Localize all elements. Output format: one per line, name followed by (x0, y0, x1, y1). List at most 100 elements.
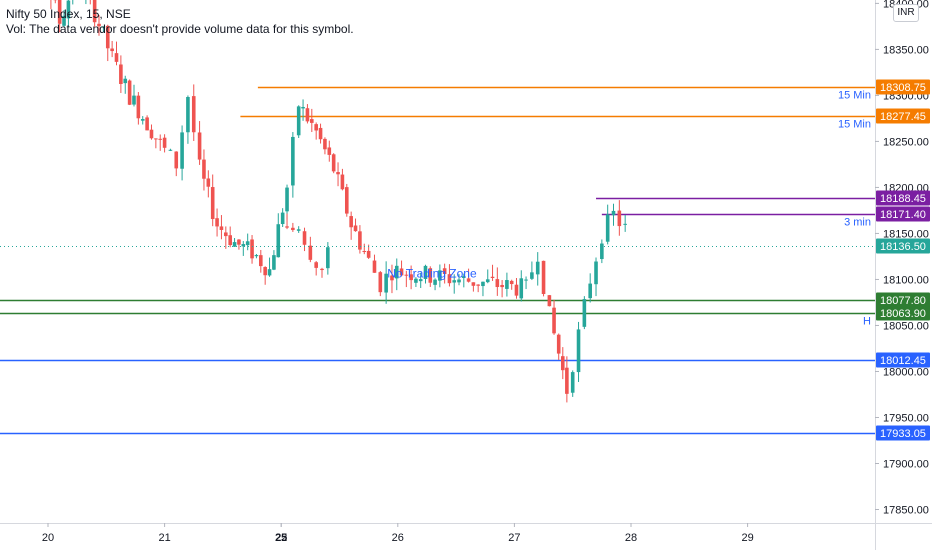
candle-body[interactable] (97, 23, 101, 27)
candle-body[interactable] (250, 239, 254, 259)
candle-body[interactable] (433, 279, 437, 285)
candle-body[interactable] (452, 280, 457, 283)
candle-body[interactable] (232, 242, 237, 247)
candle-body[interactable] (285, 226, 289, 228)
candle-body[interactable] (114, 53, 119, 62)
candle-body[interactable] (617, 210, 622, 227)
candle-body[interactable] (462, 276, 466, 278)
candle-body[interactable] (423, 265, 428, 279)
candle-body[interactable] (305, 108, 310, 122)
candle-body[interactable] (180, 132, 184, 169)
candle-body[interactable] (158, 138, 163, 140)
candle-body[interactable] (285, 187, 289, 212)
candle-body[interactable] (331, 154, 336, 172)
candle-body[interactable] (530, 272, 534, 279)
candle-body[interactable] (323, 138, 327, 150)
candle-body[interactable] (302, 231, 307, 245)
candle-body[interactable] (336, 172, 340, 175)
candle-body[interactable] (219, 226, 224, 230)
candle-body[interactable] (340, 174, 345, 190)
candle-body[interactable] (66, 0, 71, 19)
candle-body[interactable] (442, 268, 447, 274)
candle-body[interactable] (301, 106, 305, 109)
candle-body[interactable] (296, 229, 301, 231)
candle-body[interactable] (428, 268, 433, 283)
candle-body[interactable] (327, 147, 332, 155)
candle-body[interactable] (524, 279, 528, 281)
candle-body[interactable] (291, 136, 295, 186)
candle-body[interactable] (228, 235, 232, 246)
candle-body[interactable] (466, 278, 471, 282)
candle-body[interactable] (404, 274, 409, 276)
candle-body[interactable] (237, 239, 241, 245)
candle-body[interactable] (611, 210, 616, 216)
candle-body[interactable] (514, 284, 519, 296)
candle-body[interactable] (326, 247, 330, 269)
candle-body[interactable] (390, 275, 394, 281)
candle-body[interactable] (366, 250, 371, 258)
candle-body[interactable] (310, 119, 314, 123)
candle-body[interactable] (505, 280, 509, 289)
candle-body[interactable] (110, 48, 114, 52)
candle-body[interactable] (541, 260, 546, 295)
candle-body[interactable] (547, 295, 552, 307)
candle-body[interactable] (372, 260, 377, 273)
candle-body[interactable] (254, 255, 259, 257)
candle-body[interactable] (565, 367, 569, 394)
candle-body[interactable] (600, 243, 604, 260)
candle-body[interactable] (123, 78, 128, 84)
candle-body[interactable] (101, 26, 106, 28)
candle-body[interactable] (258, 255, 263, 267)
candle-body[interactable] (490, 276, 495, 279)
candle-body[interactable] (127, 80, 132, 105)
price-axis[interactable]: 18700.0018650.0018600.0018550.0018500.00… (875, 0, 932, 550)
candle-body[interactable] (57, 0, 62, 24)
candle-body[interactable] (132, 95, 136, 105)
candle-body[interactable] (344, 187, 349, 214)
candle-body[interactable] (457, 279, 461, 283)
candle-body[interactable] (418, 279, 423, 282)
candle-body[interactable] (174, 151, 179, 169)
candle-body[interactable] (535, 261, 540, 275)
currency-badge[interactable]: INR (893, 4, 919, 22)
candle-body[interactable] (272, 255, 276, 270)
candle-body[interactable] (485, 279, 490, 283)
candle-body[interactable] (191, 96, 196, 133)
candle-body[interactable] (202, 159, 206, 179)
candle-body[interactable] (438, 270, 442, 281)
candle-body[interactable] (245, 241, 250, 246)
candle-body[interactable] (276, 224, 281, 258)
candle-body[interactable] (92, 0, 97, 23)
candle-body[interactable] (267, 269, 272, 276)
candle-body[interactable] (409, 274, 413, 281)
candle-body[interactable] (623, 223, 627, 225)
candle-body[interactable] (594, 261, 598, 285)
candle-body[interactable] (349, 216, 353, 228)
candle-body[interactable] (215, 218, 219, 227)
candle-body[interactable] (162, 137, 167, 148)
candle-body[interactable] (605, 214, 610, 242)
candle-body[interactable] (308, 245, 313, 260)
candle-body[interactable] (495, 279, 500, 288)
candle-body[interactable] (197, 132, 202, 160)
candle-body[interactable] (552, 307, 556, 334)
candle-body[interactable] (358, 231, 362, 250)
candle-body[interactable] (576, 329, 581, 373)
candle-body[interactable] (570, 372, 575, 393)
candle-body[interactable] (263, 267, 267, 276)
candle-body[interactable] (314, 124, 318, 131)
candle-body[interactable] (140, 119, 145, 121)
candle-body[interactable] (168, 149, 173, 151)
candle-body[interactable] (145, 117, 149, 131)
candle-body[interactable] (476, 284, 480, 286)
candle-body[interactable] (62, 15, 66, 26)
candle-body[interactable] (471, 282, 476, 286)
candle-body[interactable] (314, 262, 318, 268)
candle-body[interactable] (320, 268, 324, 271)
candle-body[interactable] (280, 212, 285, 225)
candle-body[interactable] (296, 106, 301, 136)
candle-body[interactable] (519, 278, 524, 299)
candle-body[interactable] (154, 138, 158, 140)
